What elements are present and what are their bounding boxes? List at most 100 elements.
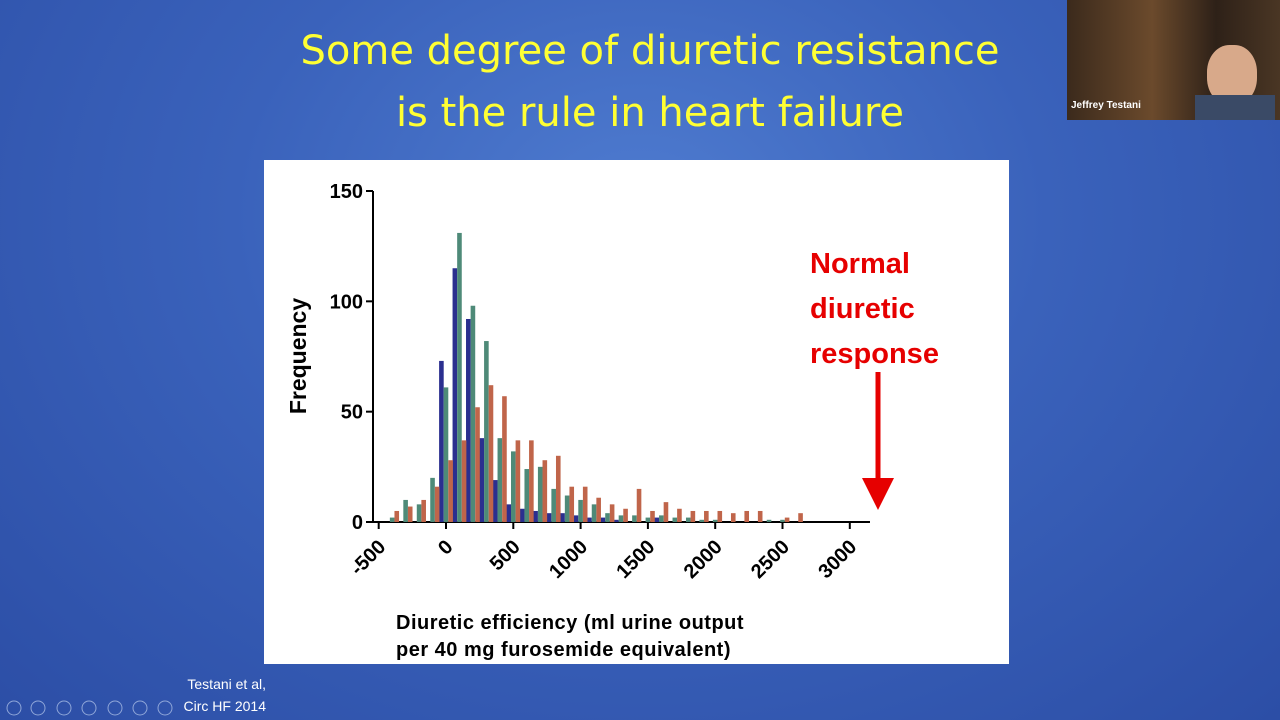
bar — [551, 488, 556, 522]
bar — [685, 517, 691, 522]
bar — [492, 480, 498, 522]
y-tick-label: 150 — [330, 181, 363, 203]
bar — [448, 460, 453, 522]
bar — [578, 499, 583, 522]
bar — [650, 510, 655, 522]
annotation: Normal — [810, 248, 910, 280]
bar — [636, 488, 642, 522]
bar — [511, 451, 516, 522]
bar — [784, 517, 790, 522]
title-line: is the rule in heart failure — [395, 90, 905, 136]
bar — [506, 504, 511, 522]
bar — [497, 438, 503, 522]
bar — [555, 455, 561, 522]
bar — [704, 510, 709, 522]
citation-line: Testani et al, — [187, 676, 266, 692]
video-name: Jeffrey Testani — [1071, 100, 1141, 111]
y-tick-label: 50 — [341, 402, 363, 424]
bar — [546, 513, 552, 522]
bar — [659, 515, 664, 522]
bar — [470, 305, 476, 522]
subtitle-button[interactable] — [132, 700, 148, 716]
bar — [389, 517, 395, 522]
bar — [757, 510, 763, 522]
more-button[interactable] — [157, 700, 173, 716]
slides-button[interactable] — [81, 700, 97, 716]
bar — [677, 508, 682, 522]
bar — [645, 517, 651, 522]
y-tick-label: 100 — [330, 291, 363, 313]
prev-button[interactable] — [6, 700, 22, 716]
bar — [596, 497, 601, 522]
arrow-head — [862, 478, 894, 510]
bar — [564, 495, 570, 522]
citation: Testani et al, Circ HF 2014 — [150, 673, 266, 717]
pen-button[interactable] — [56, 700, 72, 716]
slide-title: Some degree of diuretic resistance is the… — [0, 20, 1280, 144]
annotation: response — [810, 338, 939, 370]
bar — [798, 513, 803, 522]
bar — [618, 515, 624, 522]
zoom-button[interactable] — [107, 700, 123, 716]
bar — [479, 438, 485, 522]
person-body — [1195, 95, 1275, 120]
bar — [766, 519, 772, 522]
bar — [394, 510, 400, 522]
bar — [524, 469, 530, 522]
bar — [443, 387, 449, 522]
bar — [672, 517, 678, 522]
bar — [421, 499, 426, 522]
bar — [488, 385, 494, 522]
bar — [403, 499, 408, 522]
bar — [780, 519, 785, 522]
bar — [609, 504, 615, 522]
bar — [654, 517, 660, 522]
annotation: diuretic — [810, 293, 915, 325]
bar — [416, 504, 422, 522]
bar — [623, 508, 628, 522]
bar — [569, 486, 575, 522]
chart-background — [264, 160, 1009, 664]
bar — [663, 502, 669, 522]
bar — [430, 477, 435, 522]
bar — [407, 506, 413, 522]
bar — [533, 510, 538, 522]
bar — [466, 318, 471, 522]
bar — [457, 232, 462, 522]
bar — [600, 517, 606, 522]
bar — [587, 517, 592, 522]
bar — [502, 396, 507, 522]
bar — [712, 519, 718, 522]
toolbar — [6, 700, 173, 716]
bar — [573, 515, 579, 522]
bar — [614, 519, 619, 522]
bar — [632, 515, 637, 522]
bar — [515, 440, 521, 522]
bar — [582, 486, 588, 522]
bar — [452, 268, 458, 522]
bar — [439, 360, 444, 522]
bar — [537, 466, 543, 522]
bar — [519, 508, 525, 522]
x-axis-label: Diuretic efficiency (ml urine output — [396, 612, 744, 634]
bar — [605, 513, 610, 522]
title-line: Some degree of diuretic resistance — [300, 28, 1000, 74]
bar — [730, 513, 736, 522]
bar — [690, 510, 696, 522]
bar — [529, 440, 534, 522]
bar — [591, 504, 597, 522]
bar — [699, 519, 705, 522]
y-tick-label: 0 — [352, 512, 363, 534]
citation-line: Circ HF 2014 — [183, 698, 266, 714]
bar — [744, 510, 750, 522]
bar — [461, 440, 467, 522]
bar — [717, 510, 723, 522]
bar — [484, 341, 489, 522]
x-axis-label: per 40 mg furosemide equivalent) — [396, 639, 731, 661]
next-button[interactable] — [30, 700, 46, 716]
bar — [475, 407, 480, 522]
bar — [542, 460, 548, 522]
bar — [560, 513, 565, 522]
